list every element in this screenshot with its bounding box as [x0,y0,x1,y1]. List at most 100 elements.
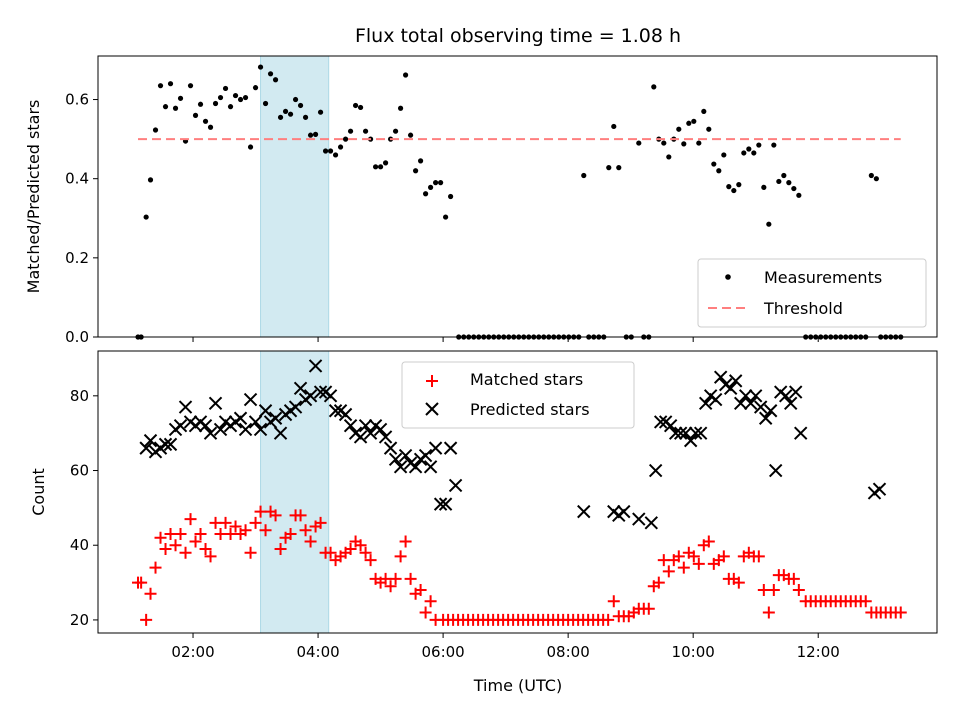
y-tick-label: 0.4 [65,170,89,188]
predicted-stars-point [577,504,591,519]
measurement-point [696,140,702,146]
predicted-stars-point [789,385,803,399]
measurement-point [327,148,334,154]
matched-stars-point [249,516,262,529]
measurement-point [232,92,239,99]
predicted-stars-point [313,385,328,399]
measurement-point [272,77,279,83]
matched-stars-point [324,546,337,559]
y-tick-label: 0.0 [65,328,89,346]
measurement-point [676,126,682,132]
measurement-point [701,108,707,115]
legend-matched-marker [426,375,438,387]
measurement-point [873,176,879,182]
measurement-point [736,182,742,188]
matched-stars-point [364,554,377,567]
predicted-stars-point [243,392,258,407]
predicted-stars-point [253,422,268,437]
measurement-point [322,148,329,154]
legend-threshold-label: Threshold [763,299,843,318]
matched-stars-point [179,546,192,559]
measurement-point [197,101,204,107]
measurement-point [247,144,254,150]
matched-stars-point [184,513,197,526]
predicted-stars-point [438,497,453,511]
matched-stars-point [244,546,257,559]
predicted-stars-point [398,448,413,463]
measurement-point [433,180,439,186]
measurement-point [611,123,617,130]
predicted-stars-point [139,441,153,455]
predicted-stars-point [378,430,393,444]
predicted-stars-point [728,374,743,388]
measurement-point [143,214,149,220]
measurement-point [337,144,344,150]
predicted-stars-point [872,482,887,496]
measurement-point [746,146,752,152]
predicted-stars-point [758,411,773,425]
measurement-point [448,193,454,200]
measurement-point [207,124,214,130]
predicted-stars-point [373,422,388,437]
predicted-stars-point [688,426,703,440]
predicted-stars-point [713,370,728,384]
matched-stars-point [239,524,252,537]
matched-stars-point [269,509,282,522]
matched-stars-point [144,587,157,600]
measurement-point [297,102,304,109]
measurement-point [402,72,409,78]
measurement-point [147,177,154,183]
matched-stars-point [404,572,417,585]
predicted-stars-point [723,381,738,396]
matched-stars-point [687,550,700,563]
predicted-stars-point [698,396,713,410]
predicted-stars-point [653,415,668,429]
predicted-stars-point [743,396,758,410]
matched-stars-point [159,542,172,555]
measurement-point [372,164,379,170]
measurement-point [392,128,399,134]
matched-stars-point [859,595,872,608]
matched-stars-point [354,539,367,552]
bottom-panel-ylabel: Count [29,468,48,516]
measurement-point [252,85,259,91]
predicted-stars-point [208,396,223,410]
measurement-point [721,152,727,158]
matched-stars-point [419,606,432,619]
predicted-stars-point [383,441,398,455]
x-tick-label: 10:00 [672,643,715,661]
predicted-stars-point [408,460,423,474]
measurement-point [187,83,194,89]
predicted-stars-point [233,411,248,425]
measurement-point [711,161,717,167]
predicted-stars-point [748,389,763,403]
predicted-stars-point [733,396,748,410]
measurement-point [302,114,309,120]
predicted-stars-point [678,426,693,440]
matched-stars-point [219,516,232,529]
predicted-stars-point [783,396,798,410]
measurement-point [581,172,587,179]
predicted-stars-point [648,463,663,478]
matched-stars-point [214,528,227,541]
measurement-point [152,127,159,133]
matched-stars-point [702,535,715,548]
matched-stars-point [209,516,222,529]
matched-stars-point [204,550,217,563]
predicted-stars-point [768,463,783,478]
predicted-stars-point [778,389,793,403]
measurement-point [212,100,219,107]
measurement-point [868,172,874,179]
measurement-point [407,132,414,138]
predicted-stars-point [693,426,708,440]
measurement-point [651,84,657,90]
x-tick-label: 02:00 [171,643,214,661]
y-tick-label: 60 [70,462,89,480]
measurement-point [172,105,179,111]
measurement-point [377,164,384,170]
measurement-point [237,96,244,103]
measurement-point [347,128,354,134]
measurement-point [357,104,364,111]
matched-stars-point [424,595,437,608]
